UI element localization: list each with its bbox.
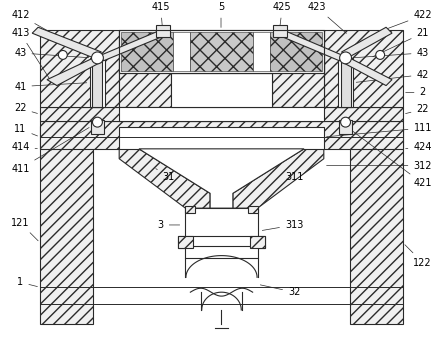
Bar [250,236,264,248]
Bar [341,58,350,107]
Text: 423: 423 [307,2,346,33]
Bar [179,236,193,248]
Text: 43: 43 [14,48,89,58]
Bar [272,58,324,107]
Bar [40,107,403,121]
Text: 413: 413 [11,28,51,80]
Text: 41: 41 [14,82,87,92]
Text: 111: 111 [326,123,432,137]
Bar [119,127,324,149]
Bar [171,73,272,107]
Polygon shape [101,29,166,61]
Bar [338,120,353,134]
Text: 42: 42 [356,70,429,82]
Bar [119,58,171,107]
Bar [253,32,270,71]
Bar [119,107,324,121]
Bar [270,32,322,71]
Polygon shape [342,27,392,58]
Bar [350,126,403,324]
Bar [119,30,324,73]
Polygon shape [139,149,304,208]
Bar [273,25,287,37]
Bar [186,206,195,213]
Circle shape [341,117,350,127]
Bar [121,32,173,71]
Circle shape [93,117,102,127]
Text: 121: 121 [11,218,38,241]
Bar [40,121,403,149]
Bar [119,30,324,73]
Text: 31: 31 [156,169,175,181]
Text: 415: 415 [152,2,170,28]
Circle shape [58,50,67,59]
Text: 5: 5 [218,2,224,27]
Text: 312: 312 [326,161,432,171]
Bar [190,32,253,71]
Bar [93,58,102,107]
Bar [179,236,264,248]
Bar [338,58,354,107]
Polygon shape [119,149,210,208]
Bar [40,30,119,107]
Text: 422: 422 [386,10,432,29]
Text: 43: 43 [354,48,429,58]
Bar [186,246,257,258]
Text: 411: 411 [11,128,89,174]
Text: 424: 424 [406,142,432,152]
Text: 22: 22 [14,103,38,114]
Text: 414: 414 [11,142,37,152]
Polygon shape [278,29,342,61]
Polygon shape [32,27,101,58]
Bar [324,30,403,107]
Text: 22: 22 [406,104,429,114]
Text: 412: 412 [11,10,50,32]
Text: 311: 311 [285,172,303,181]
Polygon shape [342,58,392,85]
Bar [90,120,105,134]
Bar [89,58,105,107]
Text: 425: 425 [273,2,291,28]
Polygon shape [233,149,324,208]
Text: 313: 313 [262,220,303,230]
Text: 3: 3 [158,220,180,230]
Circle shape [376,50,385,59]
Bar [156,25,170,37]
Circle shape [340,52,351,64]
Bar [173,32,190,71]
Polygon shape [47,58,101,85]
Text: 11: 11 [14,124,38,136]
Text: 1: 1 [17,277,37,287]
Text: 21: 21 [373,28,429,57]
Text: 122: 122 [405,245,432,268]
Text: 2: 2 [406,87,426,97]
Circle shape [92,52,103,64]
Text: 32: 32 [260,285,300,297]
Bar [186,208,257,238]
Text: 421: 421 [351,130,432,188]
Bar [248,206,257,213]
Bar [40,126,93,324]
